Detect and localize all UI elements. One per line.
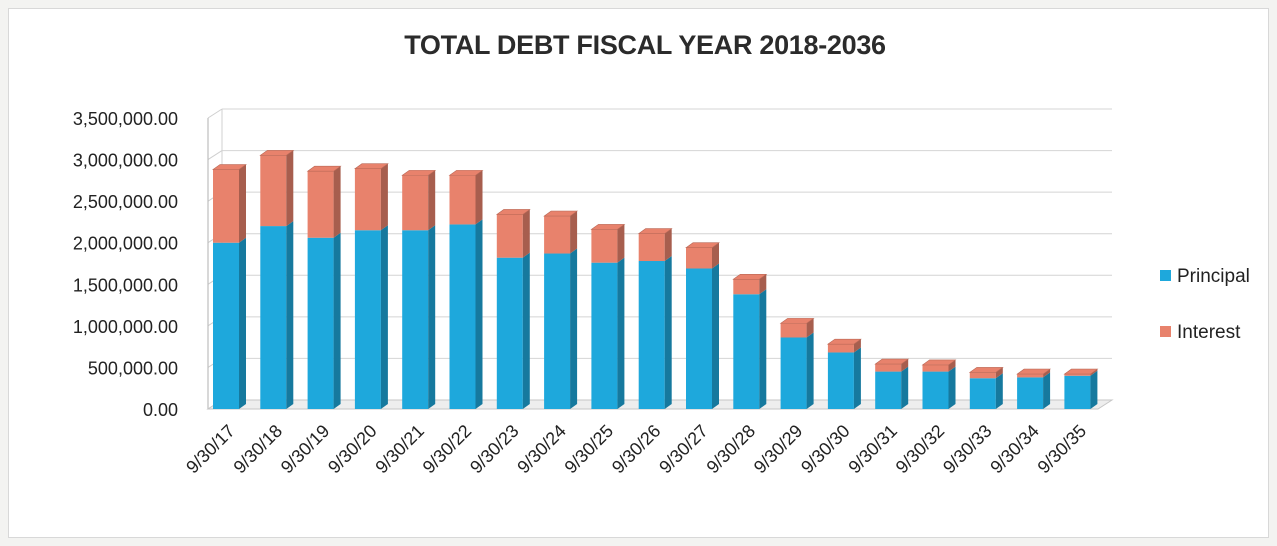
chart-title: TOTAL DEBT FISCAL YEAR 2018-2036	[404, 30, 886, 60]
bar-interest-9/30/33	[968, 367, 1004, 379]
bar-principal-9/30/27	[686, 263, 719, 409]
bar-principal-9/30/31	[875, 366, 909, 409]
bar-principal-9/30/32	[922, 366, 956, 409]
bar-interest-9/30/21	[401, 170, 437, 231]
bar-interest-9/30/24	[543, 210, 579, 254]
x-tick-label: 9/30/19	[277, 421, 334, 478]
bar-interest-9/30/30	[826, 338, 862, 353]
bar-interest-9/30/27	[685, 242, 720, 269]
bar-interest-9/30/22	[448, 170, 484, 225]
x-tick-label: 9/30/21	[371, 421, 428, 478]
legend-item-principal: Principal	[1160, 266, 1250, 288]
bar-interest-9/30/34	[1016, 368, 1052, 378]
bar-principal-9/30/29	[780, 332, 814, 409]
bar-interest-9/30/35	[1063, 368, 1099, 376]
bar-interest-9/30/31	[874, 358, 910, 372]
y-tick-label: 500,000.00	[88, 358, 178, 378]
bar-interest-9/30/26	[637, 228, 673, 262]
x-tick-label: 9/30/33	[939, 421, 996, 478]
x-tick-label: 9/30/24	[513, 421, 570, 478]
bar-principal-9/30/34	[1017, 372, 1051, 409]
y-tick-label: 1,500,000.00	[73, 275, 178, 295]
bar-interest-9/30/17	[212, 164, 247, 243]
bar-principal-9/30/35	[1064, 370, 1098, 409]
x-tick-label: 9/30/25	[561, 421, 618, 478]
bar-interest-9/30/25	[590, 224, 626, 263]
bar-principal-9/30/30	[827, 347, 861, 409]
bar-principal-9/30/26	[638, 256, 672, 409]
legend-label-interest: Interest	[1177, 322, 1241, 343]
y-tick-label: 1,000,000.00	[73, 317, 178, 337]
bar-interest-9/30/19	[306, 165, 342, 238]
bar-interest-9/30/29	[779, 318, 815, 338]
bar-principal-9/30/28	[733, 289, 767, 409]
x-tick-label: 9/30/31	[844, 421, 901, 478]
y-tick-label: 0.00	[143, 400, 178, 420]
legend-item-interest: Interest	[1160, 322, 1240, 344]
bar-principal-9/30/25	[591, 257, 625, 409]
x-tick-label: 9/30/23	[466, 421, 523, 478]
legend-swatch-interest	[1160, 326, 1171, 337]
y-tick-label: 3,500,000.00	[73, 109, 178, 129]
x-tick-label: 9/30/18	[230, 421, 287, 478]
bar-interest-9/30/32	[921, 359, 957, 372]
bar-principal-9/30/23	[496, 252, 530, 409]
bar-interest-9/30/23	[495, 209, 531, 258]
bar-principal-9/30/19	[307, 232, 341, 409]
bar-interest-9/30/20	[353, 163, 389, 231]
bar-interest-9/30/18	[259, 150, 295, 227]
legend-swatch-principal	[1160, 270, 1171, 281]
bar-interest-9/30/28	[732, 273, 768, 295]
x-tick-label: 9/30/35	[1034, 421, 1091, 478]
x-tick-label: 9/30/29	[750, 421, 807, 478]
legend-label-principal: Principal	[1177, 266, 1250, 287]
bar-principal-9/30/33	[969, 373, 1003, 409]
y-tick-label: 3,000,000.00	[73, 151, 178, 171]
x-tick-label: 9/30/22	[419, 421, 476, 478]
x-tick-label: 9/30/26	[608, 421, 665, 478]
x-tick-label: 9/30/20	[324, 421, 381, 478]
x-tick-label: 9/30/28	[703, 421, 760, 478]
x-tick-label: 9/30/27	[655, 421, 712, 478]
bar-principal-9/30/22	[449, 219, 483, 409]
bar-principal-9/30/17	[213, 237, 246, 409]
y-tick-label: 2,500,000.00	[73, 192, 178, 212]
bar-principal-9/30/20	[354, 225, 388, 409]
x-tick-label: 9/30/17	[182, 421, 239, 478]
bar-principal-9/30/18	[260, 221, 294, 409]
bar-principal-9/30/21	[402, 225, 436, 409]
x-tick-label: 9/30/30	[797, 421, 854, 478]
x-tick-label: 9/30/34	[986, 421, 1043, 478]
y-tick-label: 2,000,000.00	[73, 234, 178, 254]
x-tick-label: 9/30/32	[892, 421, 949, 478]
bar-principal-9/30/24	[544, 248, 578, 409]
